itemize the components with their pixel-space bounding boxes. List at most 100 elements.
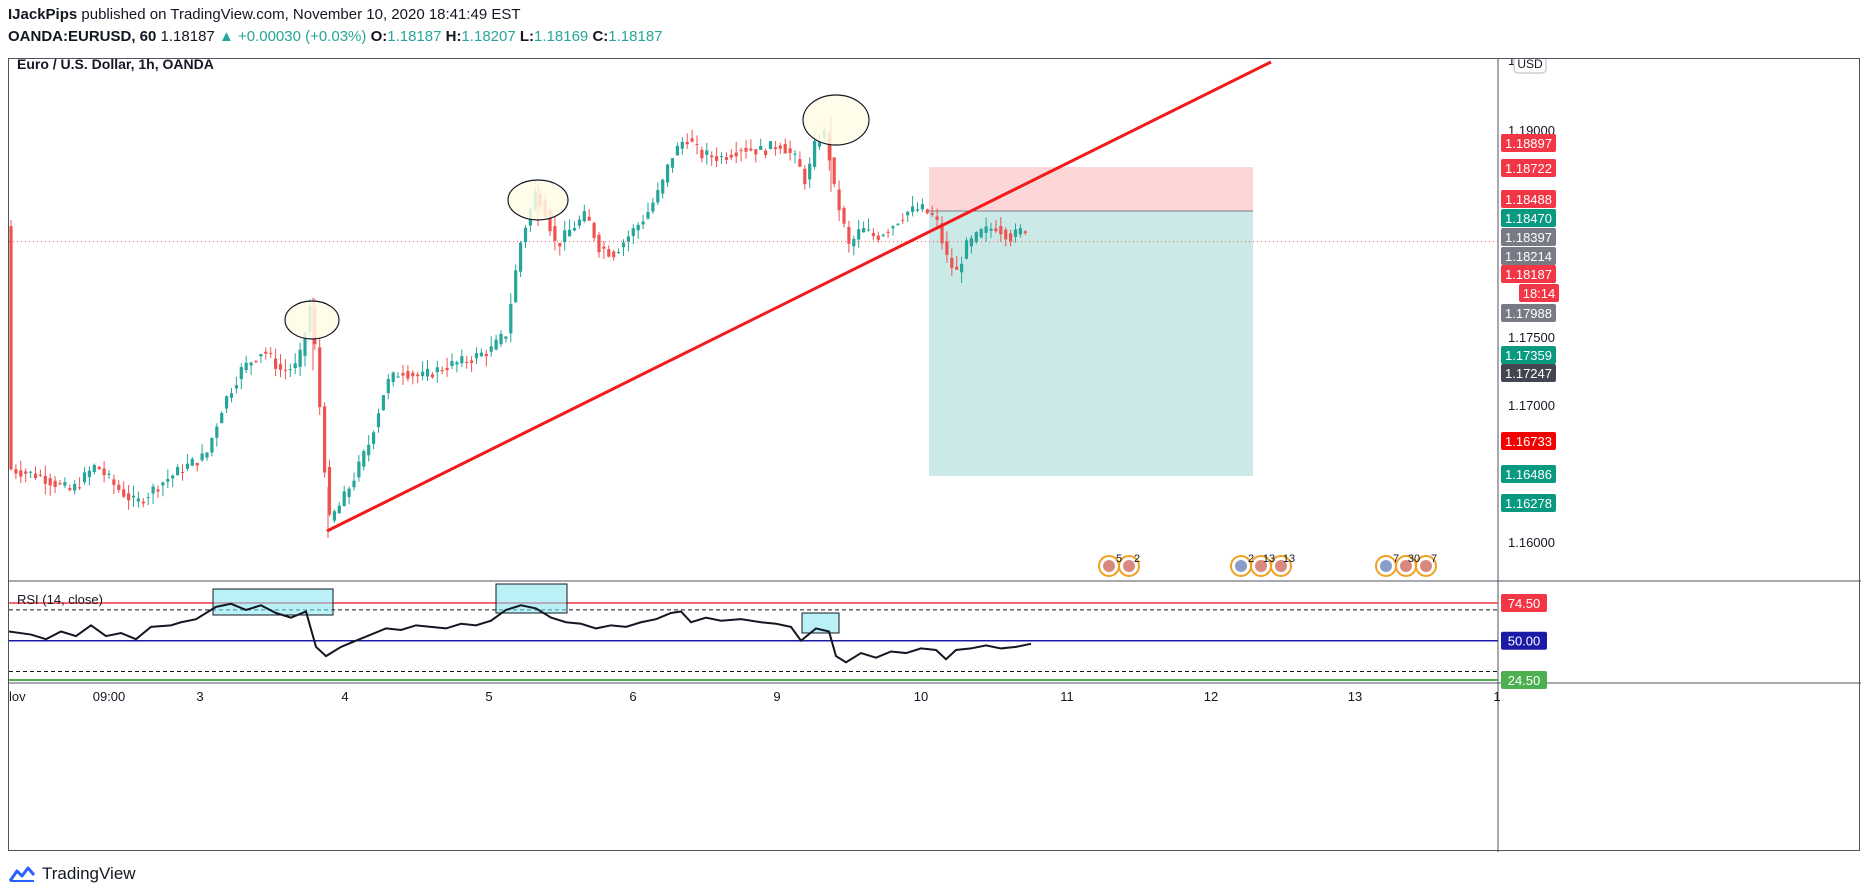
candle-body bbox=[705, 150, 709, 155]
candle-body bbox=[572, 228, 577, 231]
rsi-level-label: 24.50 bbox=[1508, 673, 1541, 688]
candle-body bbox=[78, 487, 82, 489]
candle bbox=[597, 232, 601, 258]
price-tag: 1.17988 bbox=[1501, 304, 1556, 322]
candle bbox=[617, 248, 621, 254]
symbol: OANDA:EURUSD, 60 bbox=[8, 28, 157, 45]
price-tag-bg bbox=[1501, 304, 1556, 322]
candle bbox=[73, 480, 77, 495]
candle-body bbox=[190, 458, 194, 466]
price-tag-bg bbox=[1501, 364, 1556, 382]
rsi-overbought-highlight bbox=[495, 583, 568, 614]
candle-body bbox=[783, 143, 787, 154]
candle bbox=[440, 366, 444, 375]
candle-body bbox=[367, 444, 371, 456]
candle-body bbox=[710, 155, 714, 158]
candle-body bbox=[430, 374, 434, 378]
candle bbox=[190, 457, 194, 467]
candle-body bbox=[249, 362, 253, 366]
currency-button[interactable]: USD bbox=[1513, 59, 1547, 74]
candle bbox=[901, 213, 905, 224]
candle bbox=[430, 372, 434, 379]
candle-body bbox=[24, 471, 28, 474]
candle bbox=[558, 242, 562, 256]
candle-body bbox=[215, 426, 219, 438]
candle bbox=[656, 182, 660, 205]
candle-body bbox=[1013, 229, 1018, 237]
price-tag-bg bbox=[1501, 134, 1556, 152]
candle bbox=[857, 220, 861, 248]
author[interactable]: IJackPips bbox=[8, 6, 78, 23]
candle-body bbox=[479, 352, 483, 357]
candle-body bbox=[278, 364, 283, 370]
candle bbox=[803, 165, 807, 190]
candle bbox=[626, 230, 630, 252]
candle-body bbox=[288, 369, 292, 371]
rsi-level-tag: 74.50 bbox=[1501, 594, 1547, 612]
candle bbox=[58, 480, 62, 486]
candle bbox=[631, 224, 635, 245]
tradingview-brand[interactable]: TradingView bbox=[42, 864, 136, 883]
candle bbox=[920, 198, 924, 212]
candle bbox=[612, 249, 616, 261]
currency-button-box[interactable] bbox=[1513, 59, 1547, 74]
candle bbox=[102, 461, 106, 483]
candle bbox=[793, 150, 797, 164]
candle bbox=[925, 208, 929, 215]
candle bbox=[166, 469, 170, 489]
candle-body bbox=[484, 353, 488, 357]
candle bbox=[759, 138, 763, 150]
candle-body bbox=[293, 363, 297, 369]
candle-body bbox=[666, 164, 670, 183]
candle-body bbox=[960, 263, 964, 273]
candle-body bbox=[935, 216, 939, 220]
candle-body bbox=[915, 209, 920, 211]
ohlc-line: OANDA:EURUSD, 60 1.18187 ▲ +0.00030 (+0.… bbox=[8, 28, 663, 45]
candle-body bbox=[53, 480, 57, 488]
candle-body bbox=[435, 367, 439, 373]
time-axis-tick: 3 bbox=[196, 689, 203, 704]
candle bbox=[563, 220, 567, 251]
candle bbox=[416, 371, 420, 384]
candle bbox=[773, 141, 777, 156]
candle-body bbox=[656, 190, 660, 203]
candle-body bbox=[724, 157, 728, 160]
candle-body bbox=[788, 148, 792, 153]
rsi-level-label: 74.50 bbox=[1508, 596, 1541, 611]
event-count: 7 bbox=[1393, 553, 1399, 565]
candle-body bbox=[925, 209, 929, 214]
chart-frame[interactable]: 5 2 2 13 13 7 30 7 Euro / U.S. Dollar, 1h, OANDA… bbox=[8, 58, 1861, 852]
candle bbox=[509, 293, 513, 343]
candle-body bbox=[298, 349, 302, 367]
candle-body bbox=[896, 223, 900, 225]
rsi-level-bg bbox=[1501, 594, 1547, 612]
candle bbox=[979, 227, 983, 239]
candle bbox=[607, 245, 611, 258]
candle-body bbox=[940, 223, 944, 244]
candle-body bbox=[626, 236, 630, 242]
candle bbox=[283, 359, 287, 380]
candle-body bbox=[146, 497, 150, 499]
candle bbox=[705, 142, 709, 165]
candle-body bbox=[641, 221, 645, 225]
candle-body bbox=[886, 231, 890, 233]
candle-body bbox=[372, 432, 376, 444]
candle bbox=[661, 178, 665, 199]
candle-body bbox=[906, 211, 910, 216]
candle-body bbox=[141, 501, 145, 504]
candle-body bbox=[754, 149, 758, 155]
candle-body bbox=[514, 270, 518, 303]
candle bbox=[82, 467, 87, 485]
time-axis-tick: 1 bbox=[1493, 689, 1500, 704]
candle-body bbox=[984, 226, 988, 233]
candle bbox=[112, 474, 116, 495]
event-count: 13 bbox=[1263, 553, 1275, 565]
candle-body bbox=[832, 157, 836, 184]
candle-body bbox=[719, 156, 724, 158]
price-tag: 1.18397 bbox=[1501, 228, 1556, 246]
rsi-overbought-highlight bbox=[801, 612, 840, 634]
rsi-level-bg bbox=[1501, 631, 1547, 650]
price-tag: 1.18214 bbox=[1501, 247, 1556, 265]
candle-body bbox=[695, 144, 699, 146]
